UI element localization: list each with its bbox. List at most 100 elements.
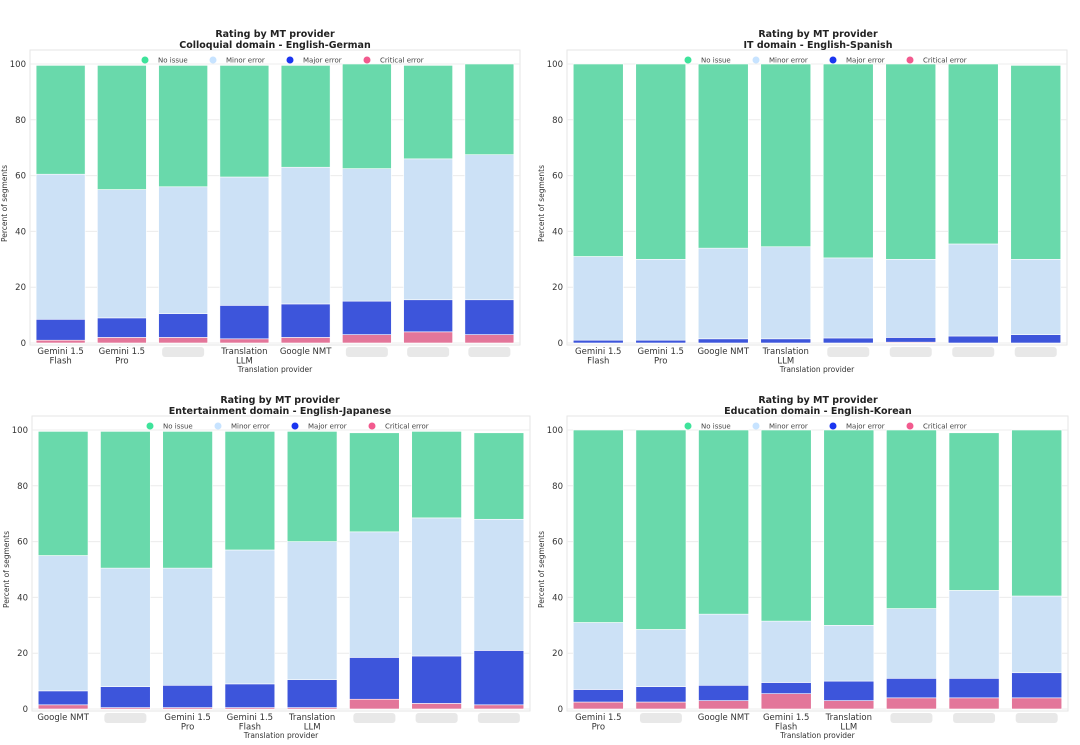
bar-segment-critical-error bbox=[342, 334, 392, 344]
x-tick-label: Google NMT bbox=[697, 347, 749, 357]
bar-segment-minor-error bbox=[823, 624, 875, 682]
bar-segment-major-error bbox=[635, 339, 687, 344]
redacted-label bbox=[162, 347, 205, 357]
x-tick-label: Translation LLM bbox=[762, 347, 809, 367]
bar-segment-no-issue bbox=[572, 63, 624, 257]
legend-marker bbox=[684, 422, 692, 430]
y-tick-label: 20 bbox=[17, 649, 28, 659]
y-tick-label: 0 bbox=[23, 705, 28, 715]
x-tick-label: Gemini 1.5 Flash bbox=[575, 347, 621, 367]
x-tick-label: Translation LLM bbox=[825, 713, 872, 733]
bar-segment-critical-error bbox=[403, 331, 453, 344]
redacted-label bbox=[415, 713, 458, 723]
bar-segment-major-error bbox=[342, 300, 392, 335]
bar-segment-minor-error bbox=[35, 173, 86, 320]
bar-segment-no-issue bbox=[760, 63, 812, 248]
y-tick-label: 80 bbox=[17, 482, 28, 492]
bar-segment-major-error bbox=[224, 683, 276, 708]
bar-segment-major-error bbox=[219, 305, 270, 340]
x-tick-label: Gemini 1.5 Flash bbox=[227, 713, 273, 733]
redacted-label bbox=[477, 713, 520, 723]
bar-segment-major-error bbox=[411, 655, 462, 704]
legend-label: Major error bbox=[303, 57, 342, 65]
bar-segment-major-error bbox=[760, 338, 812, 344]
bar-segment-major-error bbox=[886, 678, 937, 699]
y-axis-label: Percent of segments bbox=[537, 531, 546, 608]
y-tick-label: 20 bbox=[15, 283, 26, 293]
bar-segment-critical-error bbox=[572, 701, 624, 710]
bar-segment-minor-error bbox=[286, 541, 338, 681]
chart-panel-3: 0 20 40 60 80 100 Rating by MT providerEnterta… bbox=[2, 395, 531, 740]
legend-label: Critical error bbox=[923, 423, 967, 431]
bar-segment-minor-error bbox=[572, 622, 624, 690]
bar-segment-critical-error bbox=[948, 697, 1000, 710]
chart-title: Rating by MT provider bbox=[220, 395, 340, 406]
legend-label: Major error bbox=[846, 423, 885, 431]
bar-segment-no-issue bbox=[947, 63, 999, 245]
bar-segment-major-error bbox=[286, 679, 338, 708]
bar-segment-critical-error bbox=[158, 337, 208, 344]
bar-segment-critical-error bbox=[97, 337, 147, 344]
legend-marker bbox=[752, 422, 760, 430]
bar-segment-major-error bbox=[947, 335, 999, 344]
bar-segment-minor-error bbox=[1010, 258, 1062, 335]
x-tick-label: Gemini 1.5 Pro bbox=[164, 713, 210, 733]
bar-segment-minor-error bbox=[760, 246, 812, 340]
redacted-label bbox=[345, 347, 388, 357]
legend-marker bbox=[286, 56, 294, 64]
y-tick-label: 40 bbox=[15, 227, 26, 237]
redacted-label bbox=[468, 347, 511, 357]
bar-segment-no-issue bbox=[37, 431, 89, 556]
bar-segment-major-error bbox=[158, 313, 208, 338]
bar-segment-major-error bbox=[698, 684, 749, 701]
bar-segment-minor-error bbox=[37, 555, 89, 692]
redacted-label bbox=[407, 347, 450, 357]
bar-segment-critical-error bbox=[219, 338, 270, 344]
y-tick-label: 100 bbox=[547, 426, 563, 436]
bar-segment-no-issue bbox=[760, 429, 812, 622]
bar-segment-no-issue bbox=[697, 63, 749, 249]
bar-segment-critical-error bbox=[349, 698, 400, 710]
bar-segment-major-error bbox=[349, 657, 400, 700]
bar-segment-major-error bbox=[464, 299, 515, 335]
x-axis-label: Translation provider bbox=[779, 731, 855, 740]
legend-marker bbox=[684, 56, 692, 64]
bar-segment-major-error bbox=[572, 689, 624, 703]
legend-marker bbox=[141, 56, 149, 64]
y-tick-label: 60 bbox=[552, 538, 563, 548]
bar-segment-major-error bbox=[1011, 672, 1063, 699]
bar-segment-major-error bbox=[162, 684, 213, 708]
bar-segment-critical-error bbox=[35, 339, 86, 344]
y-axis-label: Percent of segments bbox=[537, 165, 546, 242]
bar-segment-critical-error bbox=[823, 700, 875, 710]
redacted-label bbox=[953, 713, 996, 723]
bar-segment-no-issue bbox=[572, 429, 624, 623]
redacted-label bbox=[104, 713, 147, 723]
bar-segment-major-error bbox=[280, 303, 331, 338]
bar-segment-major-error bbox=[572, 339, 624, 344]
bar-segment-no-issue bbox=[35, 65, 86, 175]
legend-marker bbox=[368, 422, 376, 430]
bar-segment-minor-error bbox=[97, 189, 147, 319]
bar-segment-no-issue bbox=[822, 63, 874, 259]
bar-segment-minor-error bbox=[158, 186, 208, 315]
x-tick-label: Google NMT bbox=[698, 713, 750, 723]
legend-label: Minor error bbox=[769, 57, 808, 65]
redacted-label bbox=[890, 713, 933, 723]
bar-segment-no-issue bbox=[823, 429, 875, 626]
redacted-label bbox=[889, 347, 932, 357]
bar-segment-minor-error bbox=[572, 256, 624, 341]
bar-segment-no-issue bbox=[1011, 429, 1063, 597]
bar-segment-no-issue bbox=[885, 63, 937, 260]
chart-panel-1: 0 20 40 60 80 100 Rating by MT providerColloqu… bbox=[0, 29, 521, 374]
bar-segment-major-error bbox=[822, 337, 874, 344]
legend-label: Major error bbox=[846, 57, 885, 65]
legend-marker bbox=[291, 422, 299, 430]
legend-marker bbox=[829, 56, 837, 64]
legend-label: No issue bbox=[163, 423, 193, 431]
legend-marker bbox=[146, 422, 154, 430]
legend-marker bbox=[214, 422, 222, 430]
y-tick-label: 0 bbox=[21, 339, 26, 349]
bar-segment-no-issue bbox=[698, 429, 749, 615]
y-tick-label: 80 bbox=[552, 482, 563, 492]
